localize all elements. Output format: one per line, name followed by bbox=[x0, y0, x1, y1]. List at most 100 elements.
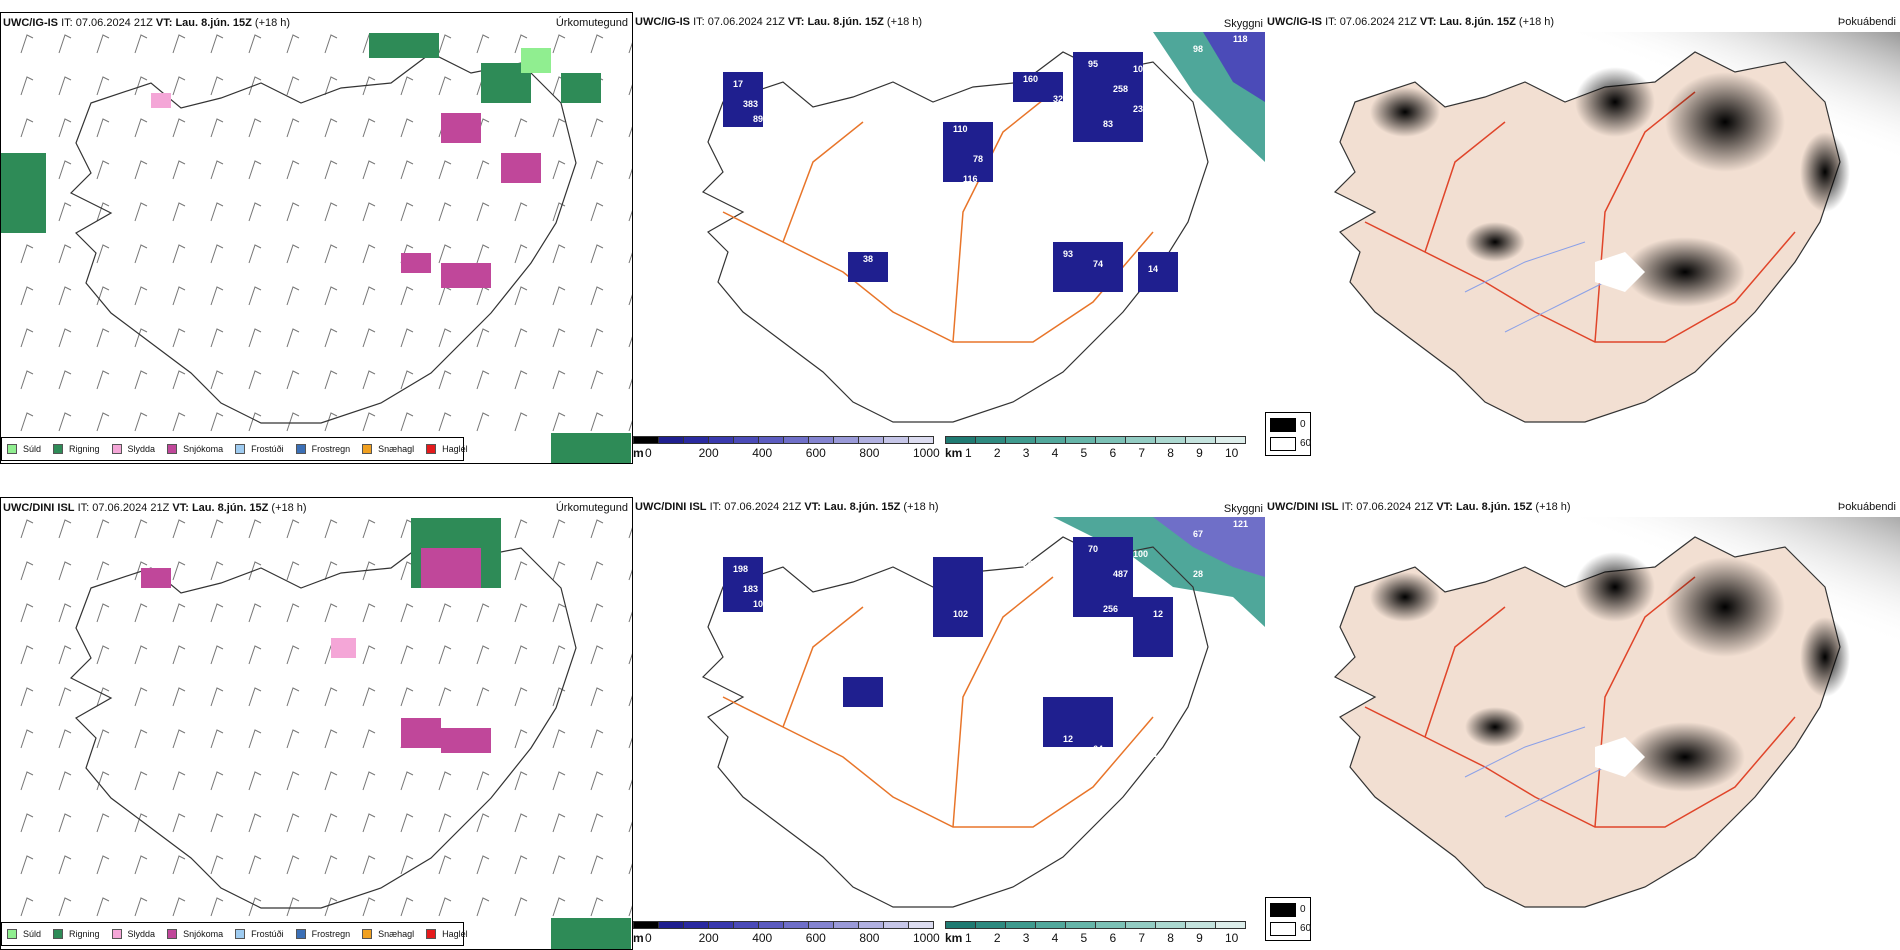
wind-barb-icon bbox=[476, 813, 490, 833]
wind-barb-icon bbox=[438, 771, 452, 791]
wind-barb-icon bbox=[514, 855, 528, 875]
wind-barb-icon bbox=[476, 328, 490, 348]
wind-barb-icon bbox=[362, 687, 376, 707]
legend-swatch bbox=[7, 444, 17, 454]
wind-barb-icon bbox=[324, 729, 338, 749]
wind-barb-icon bbox=[286, 34, 300, 54]
colorbar-swatch bbox=[758, 436, 784, 444]
wind-barb-icon bbox=[514, 412, 528, 432]
wind-barb-icon bbox=[362, 519, 376, 539]
wind-barb-icon bbox=[324, 771, 338, 791]
legend-swatch bbox=[426, 444, 437, 454]
wind-barb-icon bbox=[96, 645, 110, 665]
colorbar-tick: 800 bbox=[859, 446, 880, 460]
colorbar-swatch bbox=[733, 436, 759, 444]
fog-legend-swatch bbox=[1270, 922, 1296, 936]
wind-barb-icon bbox=[590, 561, 604, 581]
wind-barb-icon bbox=[324, 603, 338, 623]
wind-barb-icon bbox=[514, 202, 528, 222]
wind-barb-icon bbox=[20, 519, 34, 539]
wind-barb-icon bbox=[172, 855, 186, 875]
visibility-colorbar: km 1 2 3 4 5 6 7 8 9 10 bbox=[945, 921, 1255, 945]
ceiling-labels: 198 183 102 275 202 70 487 305 256 12 64 61 93 101 85 8… bbox=[733, 519, 1248, 799]
colorbar-swatch bbox=[1095, 921, 1126, 929]
wind-barb-icon bbox=[20, 412, 34, 432]
legend-swatch bbox=[362, 444, 373, 454]
wind-barb-icon bbox=[96, 160, 110, 180]
colorbar-swatch bbox=[683, 921, 709, 929]
wind-barb-icon bbox=[172, 813, 186, 833]
colorbar-tick: 200 bbox=[698, 446, 719, 460]
wind-barb-icon bbox=[248, 370, 262, 390]
ceiling-label: 233 bbox=[1133, 104, 1148, 114]
wind-barb-icon bbox=[96, 897, 110, 917]
ceiling-label: 70 bbox=[1088, 544, 1098, 554]
wind-barb-icon bbox=[476, 855, 490, 875]
wind-barb-icon bbox=[590, 519, 604, 539]
wind-barb-icon bbox=[96, 76, 110, 96]
wind-barb-icon bbox=[476, 771, 490, 791]
fog-legend-swatch bbox=[1270, 903, 1296, 917]
colorbar-tick: 0 bbox=[645, 446, 652, 460]
legend-swatch bbox=[235, 444, 246, 454]
wind-barb-icon bbox=[438, 687, 452, 707]
ceiling-label: 98 bbox=[1193, 44, 1203, 54]
wind-barb-icon bbox=[210, 370, 224, 390]
wind-barb-icon bbox=[628, 336, 632, 348]
fog-map-dini bbox=[1333, 517, 1900, 908]
colorbar-tick: 600 bbox=[805, 446, 826, 460]
wind-barb-icon bbox=[514, 118, 528, 138]
wind-barb-icon bbox=[248, 603, 262, 623]
colorbar-swatch bbox=[975, 921, 1006, 929]
colorbar-swatch bbox=[783, 436, 809, 444]
fog-map-ig bbox=[1333, 32, 1900, 423]
wind-barb-icon bbox=[438, 370, 452, 390]
wind-barb-icon bbox=[58, 370, 72, 390]
wind-barb-icon bbox=[20, 771, 34, 791]
colorbar-swatch bbox=[658, 436, 684, 444]
wind-barb-icon bbox=[324, 328, 338, 348]
wind-barb-icon bbox=[324, 897, 338, 917]
fog-legend-label: 0 bbox=[1300, 419, 1306, 430]
wind-barb-icon bbox=[286, 412, 300, 432]
colorbar-swatch bbox=[1185, 436, 1216, 444]
colorbar-swatch bbox=[833, 921, 859, 929]
wind-barb-icon bbox=[172, 76, 186, 96]
wind-barb-icon bbox=[134, 286, 148, 306]
wind-barb-icon bbox=[324, 813, 338, 833]
wind-barb-icon bbox=[248, 729, 262, 749]
wind-barb-icon bbox=[400, 687, 414, 707]
wind-barb-icon bbox=[590, 687, 604, 707]
ceiling-label: 14 bbox=[1148, 264, 1158, 274]
wind-barb-icon bbox=[476, 645, 490, 665]
wind-barb-icon bbox=[514, 813, 528, 833]
wind-barb-icon bbox=[628, 420, 632, 432]
colorbar-swatch bbox=[633, 921, 659, 929]
wind-barb-icon bbox=[96, 813, 110, 833]
wind-barb-icon bbox=[58, 855, 72, 875]
wind-barb-icon bbox=[210, 160, 224, 180]
fog-blobs bbox=[1370, 67, 1850, 307]
wind-barb-icon bbox=[58, 118, 72, 138]
wind-barb-icon bbox=[20, 897, 34, 917]
wind-barb-icon bbox=[96, 855, 110, 875]
wind-barb-icon bbox=[324, 286, 338, 306]
legend-item: Haglél bbox=[426, 929, 468, 939]
fog-legend-swatch bbox=[1270, 418, 1296, 432]
wind-barb-icon bbox=[362, 160, 376, 180]
colorbar-tick: 5 bbox=[1080, 931, 1088, 945]
wind-barb-icon bbox=[400, 412, 414, 432]
wind-barb-icon bbox=[324, 412, 338, 432]
wind-barb-icon bbox=[58, 645, 72, 665]
wind-barb-icon bbox=[438, 34, 452, 54]
wind-barb-icon bbox=[20, 286, 34, 306]
wind-barb-icon bbox=[400, 603, 414, 623]
wind-barb-icon bbox=[590, 603, 604, 623]
ceiling-label: 258 bbox=[1113, 84, 1128, 94]
wind-barb-icon bbox=[134, 855, 148, 875]
ceiling-label: 114 bbox=[1173, 699, 1188, 709]
wind-barb-icon bbox=[438, 244, 452, 264]
precip-legend bbox=[1, 437, 464, 461]
wind-barb-icon bbox=[286, 244, 300, 264]
colorbar-tick: 1 bbox=[965, 446, 972, 460]
